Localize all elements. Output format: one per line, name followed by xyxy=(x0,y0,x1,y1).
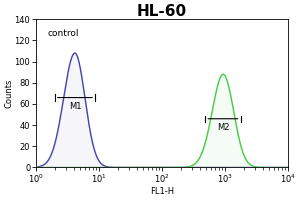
Text: M2: M2 xyxy=(217,123,229,132)
Y-axis label: Counts: Counts xyxy=(4,79,13,108)
X-axis label: FL1-H: FL1-H xyxy=(150,187,174,196)
Title: HL-60: HL-60 xyxy=(137,4,187,19)
Text: M1: M1 xyxy=(69,102,81,111)
Text: control: control xyxy=(47,29,79,38)
